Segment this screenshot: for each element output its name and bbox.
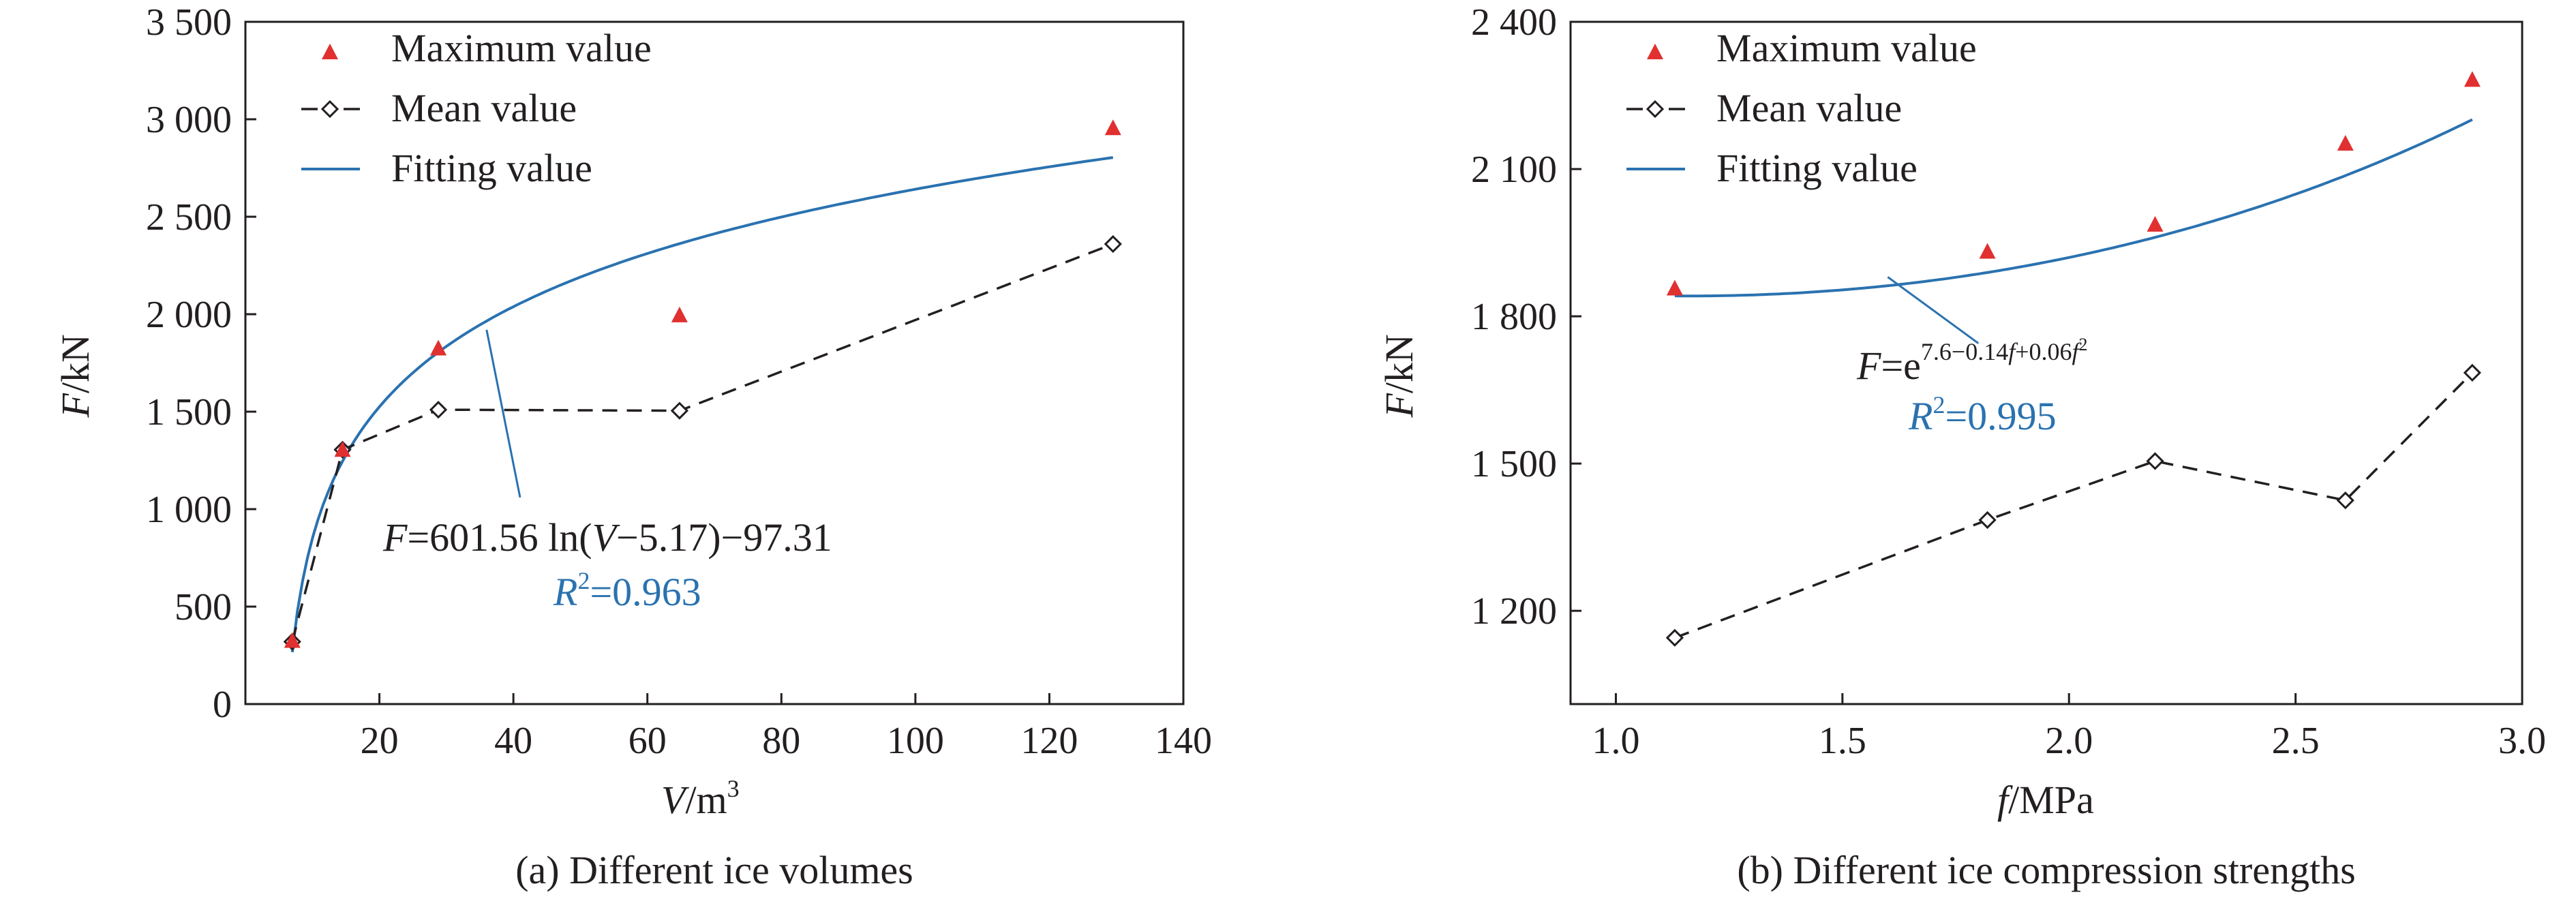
mean-point-a (670, 401, 689, 420)
legend-max-marker-b (1647, 44, 1663, 59)
y-tick-label-a: 1 000 (146, 489, 232, 531)
plot-frame-a (244, 20, 1185, 705)
y-tick-label-a: 0 (213, 684, 232, 726)
x-tick-label-a: 20 (361, 720, 399, 762)
x-tick-label-b: 2.0 (2045, 720, 2093, 762)
y-tick-label-a: 2 500 (146, 196, 232, 239)
r2-r-a: R (553, 570, 577, 614)
y-axis-label-a: F/kN (53, 334, 97, 418)
plot-frame-b (1569, 20, 2524, 705)
legend-mean-marker-a (320, 100, 339, 119)
legend-fit-label-a: Fitting value (391, 146, 592, 190)
legend-mean-label-a: Mean value (391, 86, 577, 130)
max-point-b (1666, 279, 1683, 296)
r-squared-b: R2=0.995 (1908, 391, 2057, 438)
fit-equation-a: F=601.56 ln(V−5.17)−97.31 (382, 515, 832, 560)
mean-line-a (291, 243, 1114, 642)
x-tick-label-b: 1.5 (1819, 720, 1866, 762)
y-tick-label-a: 3 000 (146, 99, 232, 141)
max-point-b (2147, 215, 2164, 232)
x-tick-label-a: 80 (762, 720, 800, 762)
max-point-a (1104, 119, 1121, 136)
x-axis-label-b: f/MPa (1997, 778, 2094, 822)
y-tick-label-a: 500 (175, 586, 232, 628)
max-point-b (2464, 71, 2481, 87)
x-tick-label-a: 100 (887, 720, 944, 762)
eq-var-a: V (592, 515, 621, 560)
mean-point-b (1978, 511, 1997, 530)
y-tick-label-b: 1 800 (1471, 296, 1557, 338)
max-point-a (334, 441, 351, 457)
max-point-a (430, 339, 447, 356)
legend-b: Maximum value Mean value Fitting value (1626, 26, 1977, 190)
caption-b: (b) Different ice compression strengths (1737, 848, 2355, 892)
legend-a: Maximum value Mean value Fitting value (301, 26, 652, 190)
x-tick-label-a: 120 (1020, 720, 1078, 762)
legend-max-label-b: Maximum value (1716, 26, 1977, 70)
x-tick-label-b: 1.0 (1592, 720, 1639, 762)
axes-frame-a: 20 40 60 80 100 120 140 0 500 1 000 1 500 2 000 2 50… (146, 1, 1212, 762)
y-tick-label-b: 2 400 (1471, 1, 1557, 44)
y-tick-label-b: 2 100 (1471, 149, 1557, 191)
mean-point-a (429, 401, 448, 419)
equation-leader-b (1887, 276, 1980, 344)
fit-equation-b: F=e7.6−0.14f+0.06f2 (1856, 335, 2088, 388)
y-tick-label-a: 2 000 (146, 294, 232, 336)
y-tick-label-a: 1 500 (146, 391, 232, 433)
legend-max-label-a: Maximum value (391, 26, 652, 70)
x-tick-label-a: 40 (494, 720, 532, 762)
mean-line-b (1674, 371, 2474, 639)
r2-sup-a: 2 (577, 567, 590, 594)
mean-point-b (2146, 452, 2164, 470)
eq-lhs-a: F (382, 515, 408, 560)
r-squared-a: R2=0.963 (553, 567, 701, 614)
max-point-b (1979, 243, 1996, 259)
x-tick-label-a: 60 (628, 720, 667, 762)
mean-point-a (1104, 234, 1122, 254)
x-axis-label-a: V/m3 (661, 775, 740, 822)
x-tick-label-b: 2.5 (2272, 720, 2320, 762)
max-point-a (284, 632, 301, 648)
chart-panel-b: 1.0 1.5 2.0 2.5 3.0 1 200 1 500 1 800 2 100 2 400… (1377, 1, 2546, 892)
y-tick-label-b: 1 500 (1471, 443, 1557, 485)
r2-val-a: =0.963 (590, 570, 701, 614)
chart-panel-a: 20 40 60 80 100 120 140 0 500 1 000 1 500 2 000 2 50… (53, 1, 1212, 892)
mean-point-b (2463, 363, 2481, 382)
marks-b (1665, 71, 2481, 647)
legend-mean-marker-b (1646, 100, 1665, 119)
max-point-b (2337, 135, 2354, 151)
caption-a: (a) Different ice volumes (515, 848, 913, 892)
marks-a (283, 119, 1122, 653)
mean-point-b (1665, 628, 1684, 647)
x-tick-label-a: 140 (1155, 720, 1212, 762)
fit-curve-b (1674, 118, 2473, 298)
eq-rest-a: −5.17)−97.31 (616, 515, 832, 560)
y-tick-label-a: 3 500 (146, 1, 232, 44)
legend-max-marker-a (322, 44, 338, 59)
mean-point-b (2336, 491, 2354, 510)
legend-mean-label-b: Mean value (1716, 86, 1902, 130)
fit-curve-a (290, 156, 1114, 653)
eq-body-a: =601.56 ln( (407, 515, 592, 560)
x-tick-label-b: 3.0 (2498, 720, 2546, 762)
y-tick-label-b: 1 200 (1471, 590, 1557, 633)
y-axis-label-b: F/kN (1377, 334, 1421, 418)
equation-leader-a (485, 329, 521, 498)
axes-frame-b: 1.0 1.5 2.0 2.5 3.0 1 200 1 500 1 800 2 100 2 400 (1471, 1, 2546, 762)
max-point-a (671, 306, 688, 322)
legend-fit-label-b: Fitting value (1716, 146, 1918, 190)
